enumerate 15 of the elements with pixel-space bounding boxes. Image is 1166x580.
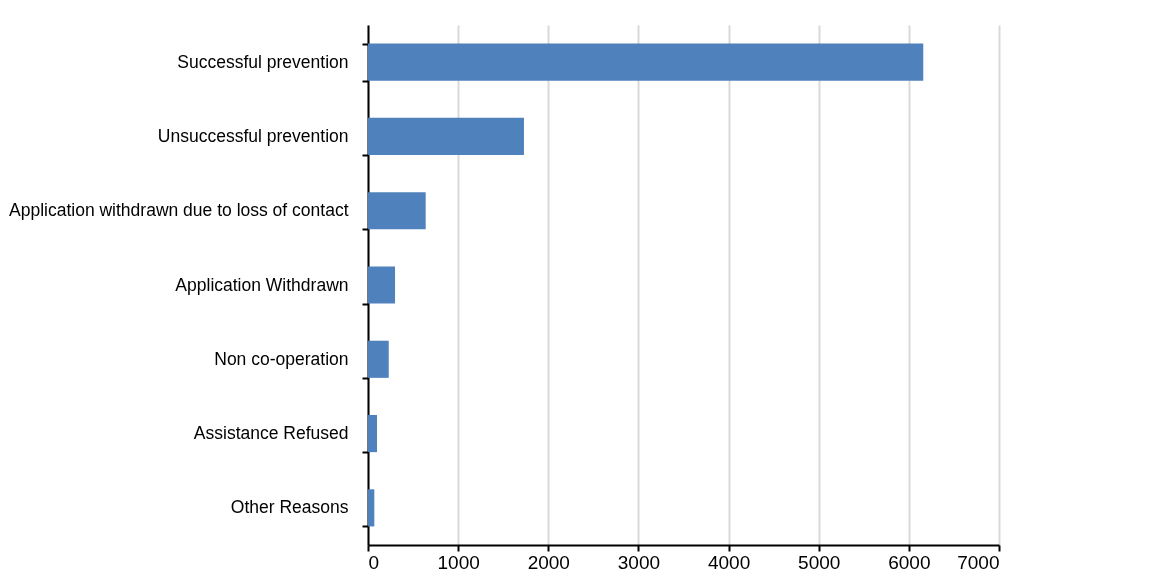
y-tick-label: Assistance Refused [193,423,349,444]
y-tick-label: Unsuccessful prevention [157,125,349,146]
x-tick-label: 4000 [707,551,751,573]
y-tick-label: Application withdrawn due to loss of contact [9,200,349,221]
y-tick-label: Application Withdrawn [175,274,349,295]
x-tick-label: 5000 [798,551,841,573]
y-tick-label: Non co-operation [214,348,349,369]
x-tick-label: 7000 [957,551,1000,573]
x-tick-label: 0 [368,551,380,573]
y-tick-label: Other Reasons [230,497,349,518]
x-tick-label: 6000 [888,551,931,573]
x-tick-label: 2000 [527,551,570,573]
y-tick-label: Successful prevention [177,51,349,72]
x-tick-label: 1000 [437,551,480,573]
x-tick-label: 3000 [617,551,661,573]
